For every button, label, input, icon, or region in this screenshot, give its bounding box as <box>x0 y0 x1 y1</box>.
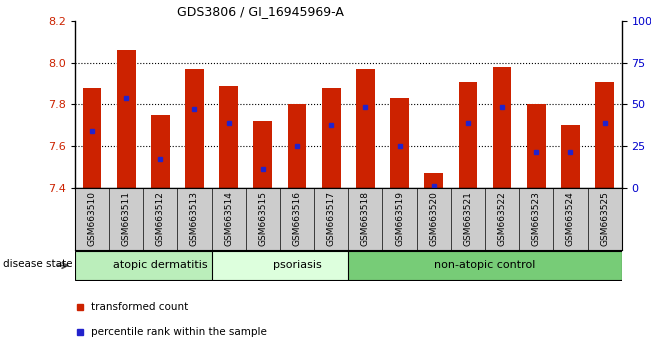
Bar <box>390 98 409 188</box>
Text: GSM663516: GSM663516 <box>292 191 301 246</box>
Text: percentile rank within the sample: percentile rank within the sample <box>91 327 267 337</box>
Bar <box>493 67 512 188</box>
Bar <box>185 69 204 188</box>
Text: GDS3806 / GI_16945969-A: GDS3806 / GI_16945969-A <box>177 5 344 18</box>
Text: GSM663514: GSM663514 <box>224 191 233 246</box>
Bar <box>288 104 307 188</box>
Text: psoriasis: psoriasis <box>273 260 322 270</box>
Text: GSM663519: GSM663519 <box>395 191 404 246</box>
Text: GSM663524: GSM663524 <box>566 191 575 246</box>
Bar <box>83 88 102 188</box>
Text: non-atopic control: non-atopic control <box>434 260 536 270</box>
Bar <box>458 81 477 188</box>
Text: GSM663525: GSM663525 <box>600 191 609 246</box>
Bar <box>595 81 614 188</box>
Bar <box>356 69 375 188</box>
Bar <box>253 121 272 188</box>
Bar <box>527 104 546 188</box>
Bar <box>322 88 340 188</box>
Text: GSM663517: GSM663517 <box>327 191 336 246</box>
Bar <box>151 115 170 188</box>
Text: GSM663512: GSM663512 <box>156 191 165 246</box>
Text: GSM663523: GSM663523 <box>532 191 541 246</box>
Bar <box>424 173 443 188</box>
FancyBboxPatch shape <box>212 251 382 280</box>
Text: GSM663510: GSM663510 <box>87 191 96 246</box>
Text: disease state: disease state <box>3 259 73 269</box>
FancyBboxPatch shape <box>348 251 622 280</box>
Bar <box>219 86 238 188</box>
Text: atopic dermatitis: atopic dermatitis <box>113 260 208 270</box>
Bar <box>561 125 580 188</box>
Text: GSM663513: GSM663513 <box>190 191 199 246</box>
Text: GSM663518: GSM663518 <box>361 191 370 246</box>
FancyBboxPatch shape <box>75 251 246 280</box>
Text: GSM663515: GSM663515 <box>258 191 268 246</box>
Text: transformed count: transformed count <box>91 302 188 312</box>
Text: GSM663521: GSM663521 <box>464 191 473 246</box>
Text: GSM663522: GSM663522 <box>497 191 506 246</box>
Bar <box>117 50 135 188</box>
Text: GSM663511: GSM663511 <box>122 191 131 246</box>
Text: GSM663520: GSM663520 <box>429 191 438 246</box>
